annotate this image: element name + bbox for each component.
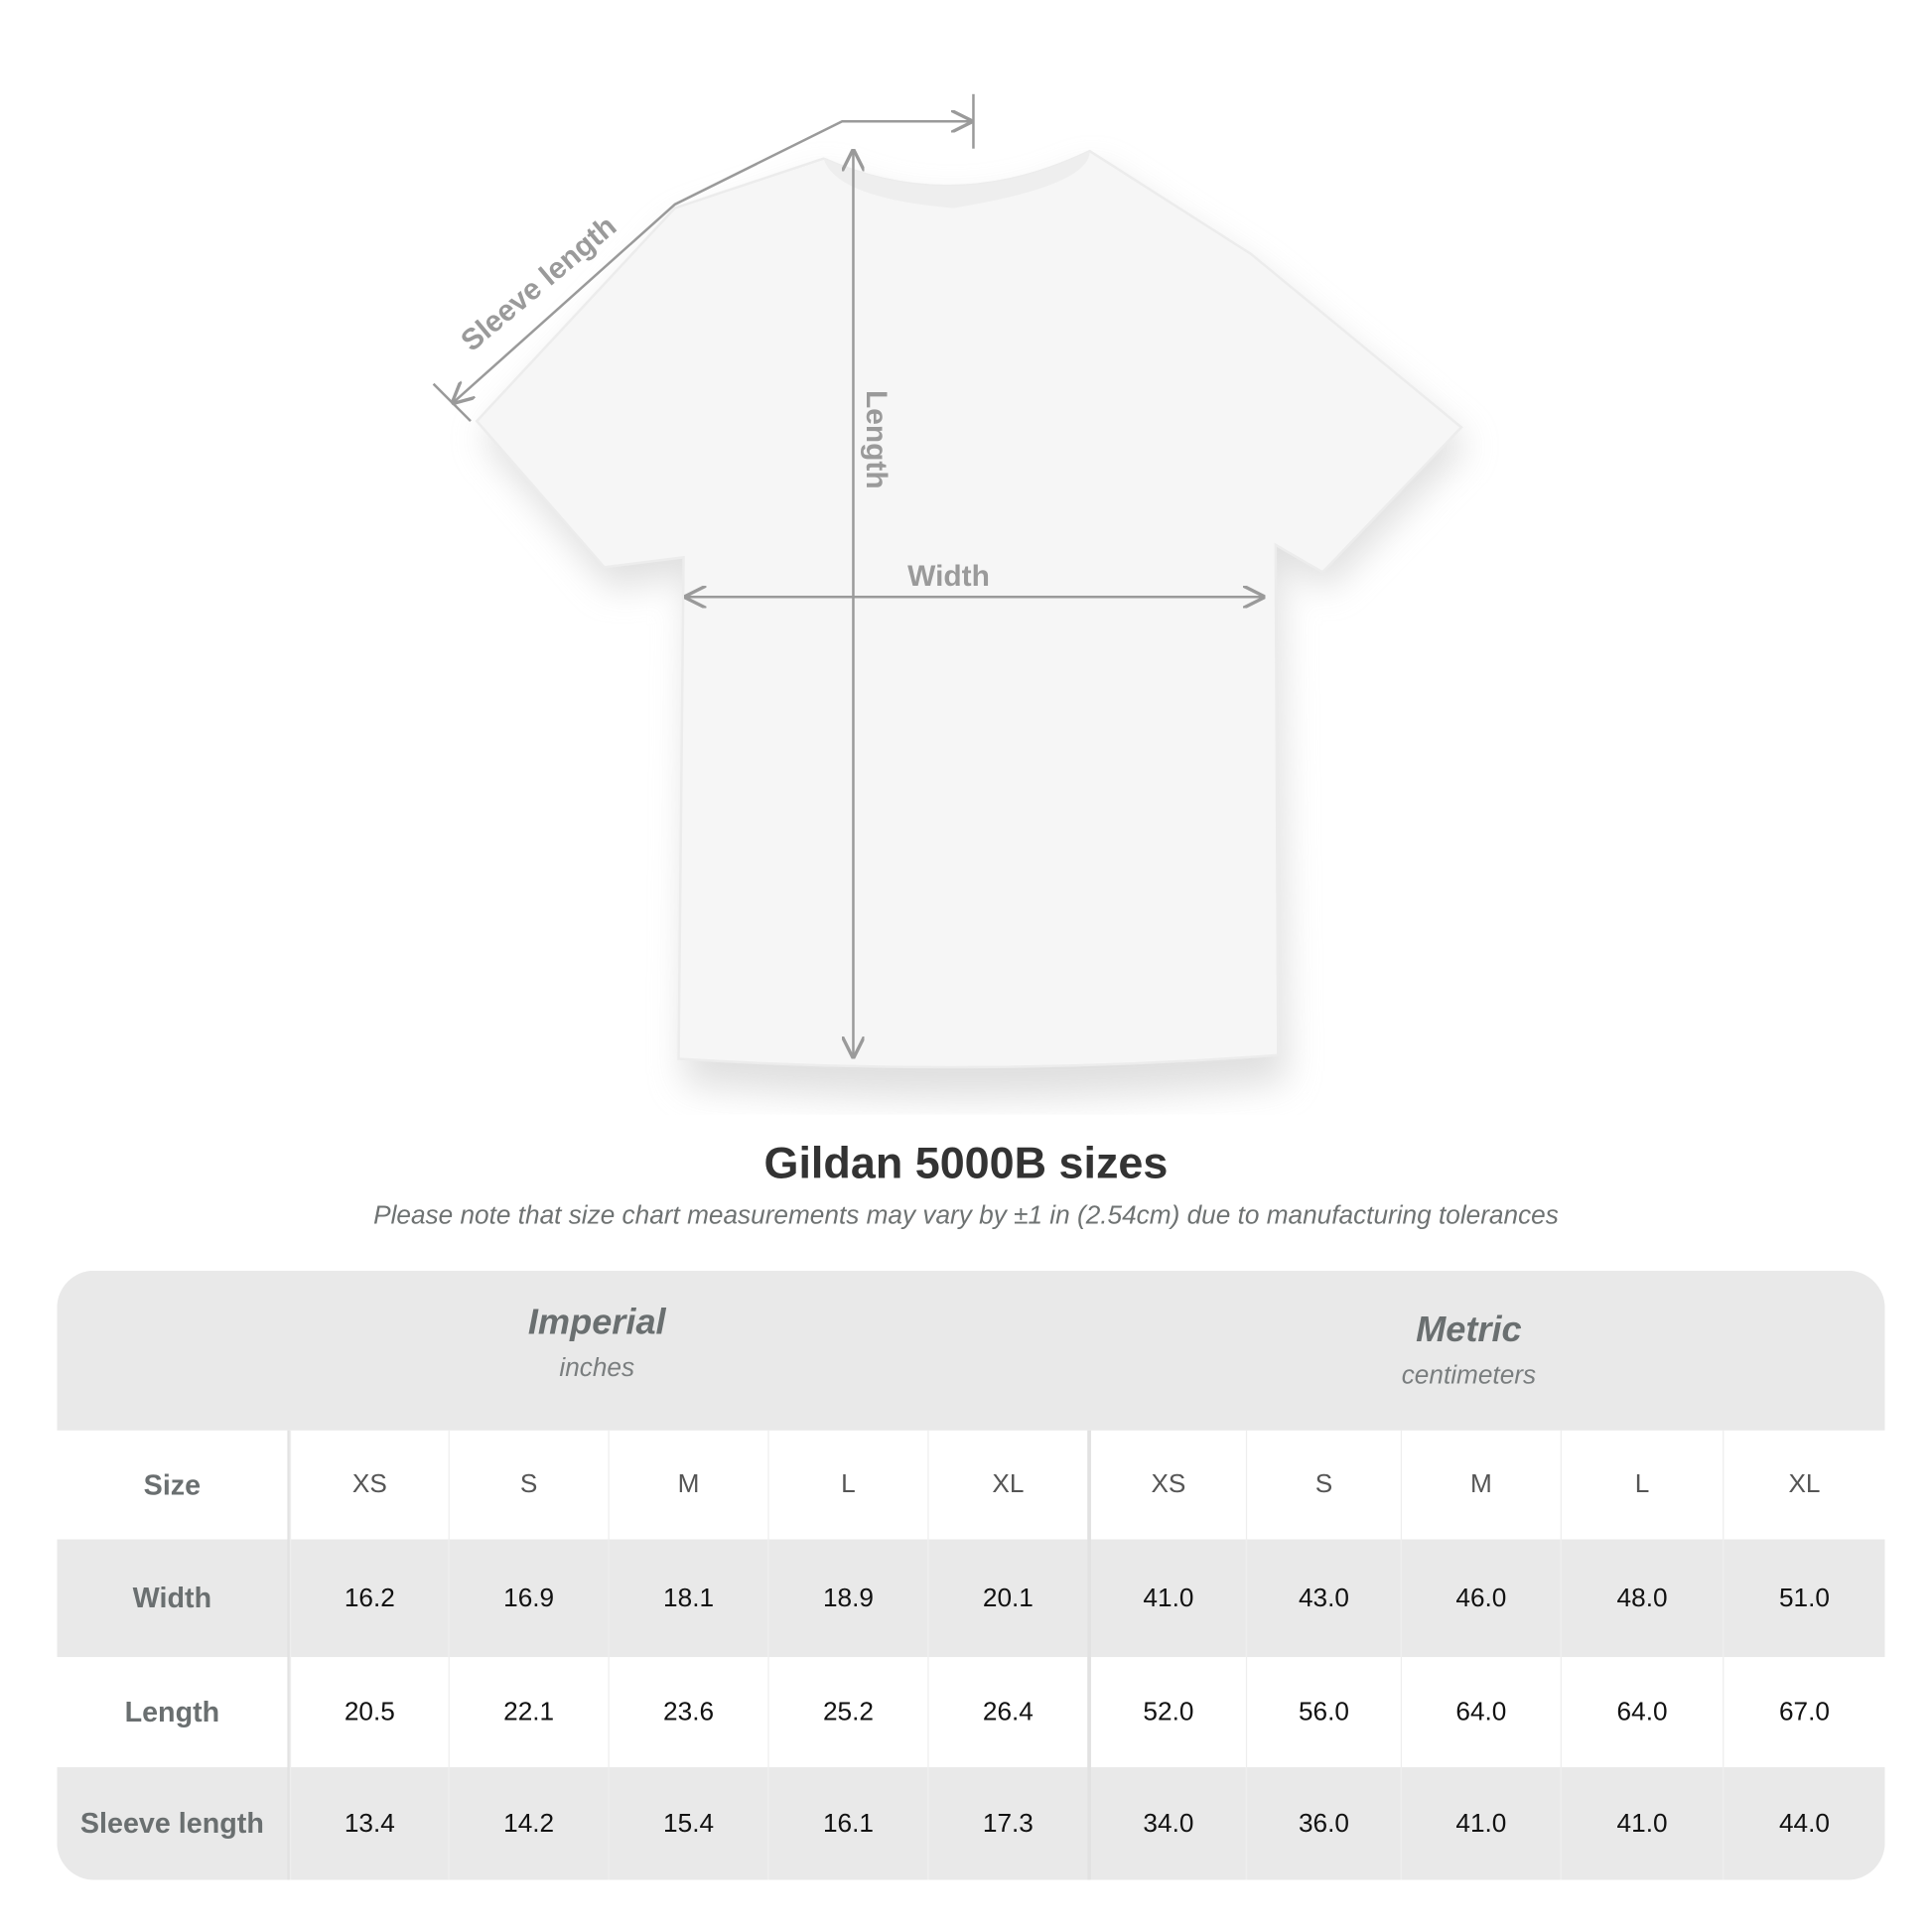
table-cell: 64.0: [1400, 1657, 1561, 1768]
table-cell: 46.0: [1400, 1539, 1561, 1658]
table-cell: 51.0: [1723, 1539, 1885, 1658]
tshirt-diagram: Sleeve length Length Width: [432, 93, 1469, 1099]
table-cell: 18.1: [608, 1539, 768, 1658]
imperial-title: Imperial: [527, 1303, 666, 1343]
imperial-unit: inches: [559, 1353, 635, 1383]
metric-unit: centimeters: [1401, 1360, 1537, 1390]
table-cell: 41.0: [1087, 1539, 1246, 1658]
table-cell: 13.4: [289, 1767, 449, 1880]
sleeve-line: [454, 121, 971, 402]
size-header-cell: XL: [1723, 1430, 1884, 1540]
table-cell: 16.2: [289, 1539, 449, 1658]
tolerance-note: Please note that size chart measurements…: [373, 1200, 1559, 1230]
table-header-band: [57, 1270, 1885, 1431]
measure-lines: [432, 93, 1264, 1056]
width-label: Width: [907, 560, 990, 593]
table-cell: 56.0: [1245, 1657, 1401, 1768]
table-cell: 26.4: [927, 1657, 1087, 1768]
size-header-cell: S: [448, 1430, 609, 1540]
size-header-cell: M: [1400, 1430, 1561, 1540]
size-header-cell: L: [767, 1430, 927, 1540]
table-cell: 41.0: [1400, 1767, 1561, 1880]
table-cell: 67.0: [1723, 1657, 1884, 1768]
metric-header: Metric centimeters: [1221, 1311, 1717, 1391]
table-cell: 16.1: [767, 1767, 928, 1880]
row-label: Width: [57, 1539, 290, 1658]
table-cell: 17.3: [927, 1767, 1088, 1880]
table-cell: 18.9: [767, 1539, 928, 1658]
table-cell: 23.6: [608, 1657, 767, 1768]
sleeve-tick: [432, 382, 472, 422]
size-grid: Size XS S M L XL XS S M L XL Width 16.2 16.9 18.1 18.9 2…: [57, 1430, 1885, 1880]
table-cell: 44.0: [1723, 1767, 1885, 1880]
table-cell: 22.1: [448, 1657, 609, 1768]
size-header-cell: S: [1245, 1430, 1401, 1540]
metric-title: Metric: [1416, 1310, 1522, 1350]
table-cell: 20.1: [927, 1539, 1088, 1658]
table-cell: 41.0: [1560, 1767, 1724, 1880]
table-cell: 64.0: [1560, 1657, 1723, 1768]
size-header-cell: XL: [927, 1430, 1087, 1540]
size-header-label: Size: [57, 1430, 290, 1540]
size-table: Imperial inches Metric centimeters Size X…: [57, 1270, 1885, 1880]
length-label: Length: [860, 390, 893, 489]
shirt-body: [475, 149, 1463, 1069]
row-label: Sleeve length: [57, 1767, 290, 1880]
table-cell: 16.9: [448, 1539, 609, 1658]
size-header-cell: XS: [1087, 1430, 1246, 1540]
table-cell: 36.0: [1245, 1767, 1401, 1880]
size-header-cell: L: [1560, 1430, 1723, 1540]
row-label: Length: [57, 1657, 290, 1768]
table-cell: 15.4: [608, 1767, 768, 1880]
table-cell: 34.0: [1087, 1767, 1246, 1880]
table-cell: 14.2: [448, 1767, 609, 1880]
table-cell: 48.0: [1560, 1539, 1724, 1658]
table-cell: 52.0: [1087, 1657, 1246, 1768]
table-cell: 25.2: [767, 1657, 927, 1768]
size-header-cell: XS: [289, 1430, 449, 1540]
size-header-cell: M: [608, 1430, 767, 1540]
table-cell: 20.5: [289, 1657, 449, 1768]
imperial-header: Imperial inches: [349, 1303, 845, 1383]
page-title: Gildan 5000B sizes: [763, 1137, 1169, 1188]
table-cell: 43.0: [1245, 1539, 1401, 1658]
